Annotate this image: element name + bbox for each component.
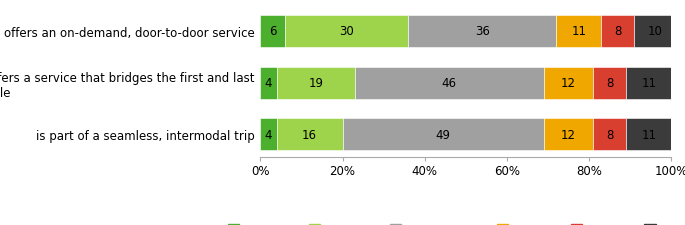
Bar [626,67,671,99]
Bar [260,67,277,99]
Text: 46: 46 [442,77,457,90]
Bar [593,119,626,151]
Text: 8: 8 [606,77,613,90]
Bar [260,16,285,48]
Bar [355,67,544,99]
Text: 16: 16 [302,128,317,141]
Text: 8: 8 [606,128,613,141]
Bar [342,119,544,151]
Text: 11: 11 [641,77,656,90]
Bar [285,16,408,48]
Text: 11: 11 [641,128,656,141]
Bar [408,16,556,48]
Bar [601,16,634,48]
Legend: A lot more, A bit more, The equivalent, A bit less, A lot less, Nothing: A lot more, A bit more, The equivalent, … [223,219,685,225]
Text: 12: 12 [561,77,576,90]
Text: 4: 4 [265,128,272,141]
Text: 10: 10 [647,25,662,38]
Bar [260,119,277,151]
Text: 19: 19 [308,77,323,90]
Bar [593,67,626,99]
Text: 8: 8 [614,25,621,38]
Text: 12: 12 [561,128,576,141]
Text: 4: 4 [265,77,272,90]
Bar [634,16,675,48]
Text: 11: 11 [571,25,586,38]
Bar [556,16,601,48]
Text: 36: 36 [475,25,490,38]
Bar [544,119,593,151]
Bar [544,67,593,99]
Bar [277,67,355,99]
Text: 6: 6 [269,25,276,38]
Bar [277,119,342,151]
Text: 49: 49 [436,128,451,141]
Bar [626,119,671,151]
Text: 30: 30 [339,25,354,38]
